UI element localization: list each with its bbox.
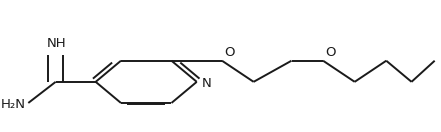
Text: H₂N: H₂N [1,98,26,111]
Text: O: O [325,46,336,59]
Text: O: O [224,46,235,59]
Text: N: N [202,77,212,90]
Text: NH: NH [47,37,66,50]
